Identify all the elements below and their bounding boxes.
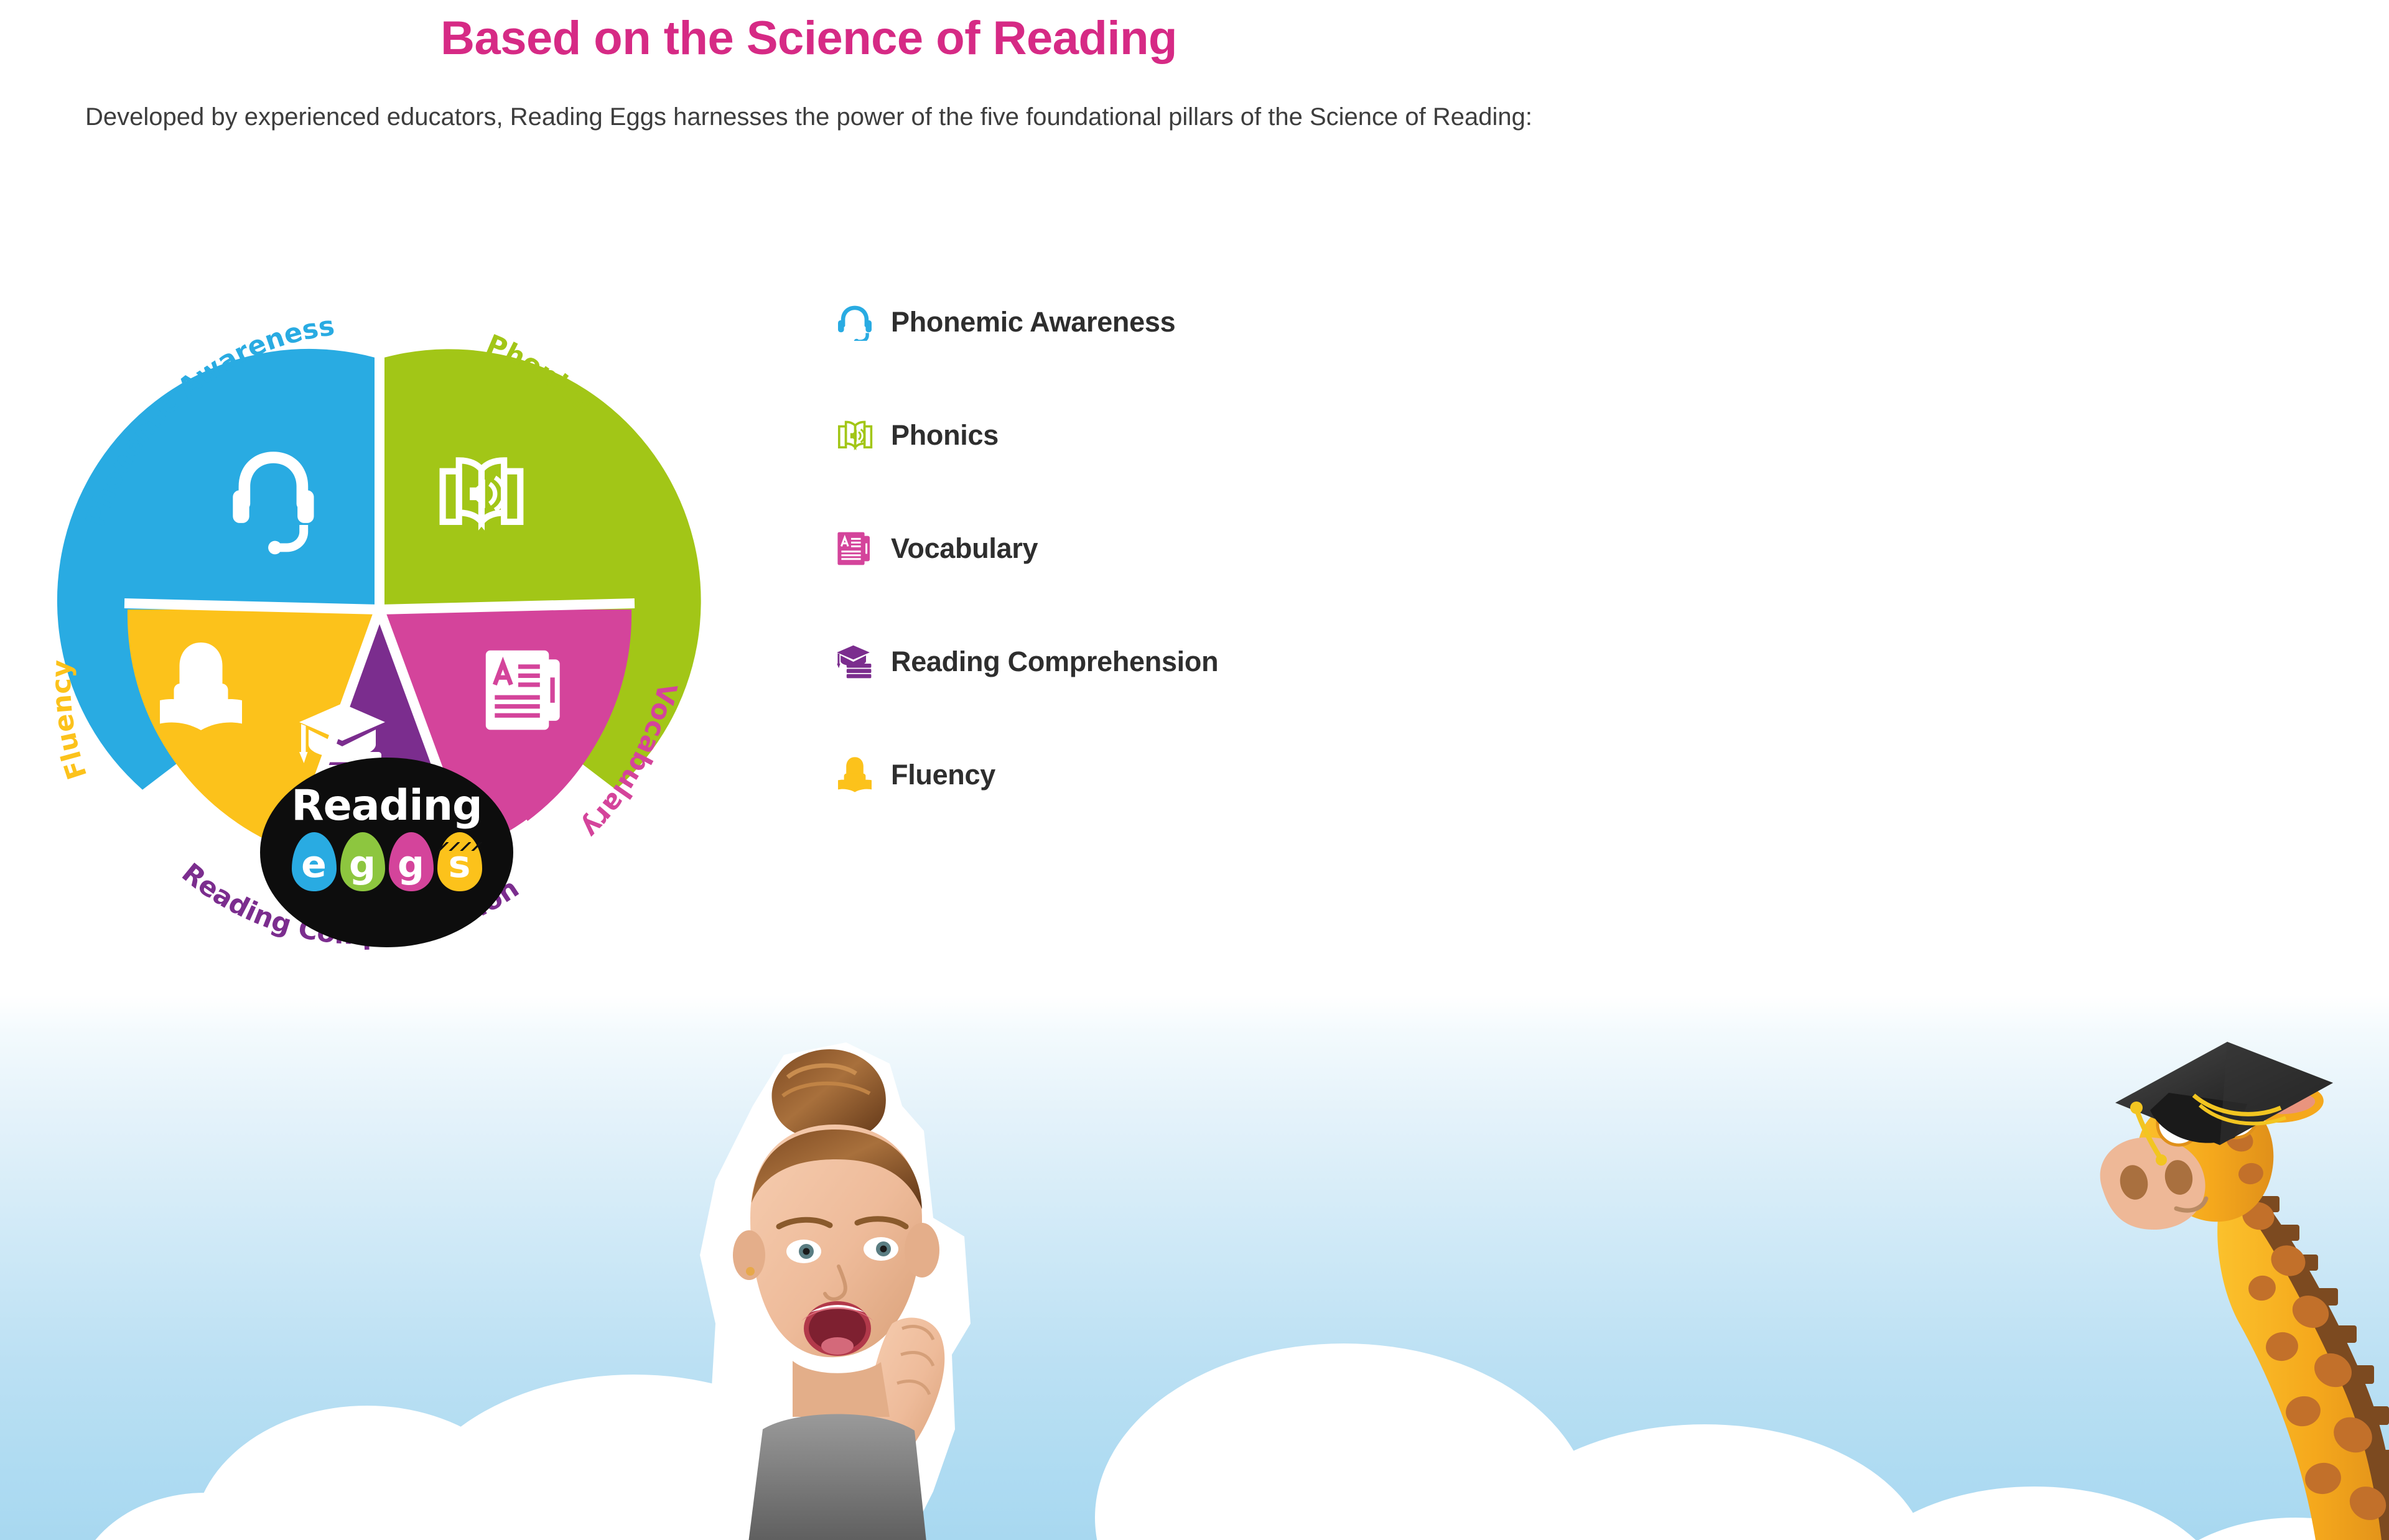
- nostril: [2164, 1160, 2193, 1195]
- list-item[interactable]: Reading Comprehension: [834, 641, 1705, 683]
- tongue: [821, 1337, 854, 1355]
- intro-paragraph: Developed by experienced educators, Read…: [85, 103, 1532, 131]
- hero-sky-section: [0, 995, 2389, 1540]
- five-pillars-wheel: Phonemic Awareness Phonics Vocabulary Re…: [12, 243, 747, 976]
- graduation-books-icon: [834, 641, 876, 683]
- list-item[interactable]: Fluency: [834, 754, 1705, 796]
- earring: [746, 1267, 755, 1276]
- list-item-label: Phonemic Awareness: [891, 306, 1176, 338]
- photo-white-border: [641, 1031, 1027, 1540]
- hair-bun: [771, 1049, 886, 1142]
- giraffe-neck: [2217, 1185, 2389, 1540]
- logo-egg-letter: g: [349, 842, 376, 886]
- logo-egg-letter: s: [448, 842, 471, 886]
- person-reading-icon: [834, 754, 876, 796]
- pillars-legend-list: Phonemic Awareness Phonics: [834, 301, 1705, 796]
- logo-egg-e: e: [291, 832, 337, 891]
- list-item-label: Fluency: [891, 759, 995, 791]
- list-item-label: Vocabulary: [891, 532, 1038, 564]
- headset-icon: [233, 452, 314, 555]
- surprised-girl-photo: [641, 1031, 1027, 1540]
- graduation-cap-icon: [2115, 1042, 2333, 1166]
- headset-icon: [834, 301, 876, 343]
- graduate-giraffe-mascot: [2072, 1029, 2389, 1540]
- notebook-a-icon: [485, 650, 560, 730]
- list-item-label: Reading Comprehension: [891, 646, 1219, 677]
- face: [750, 1125, 922, 1358]
- list-item[interactable]: Vocabulary: [834, 527, 1705, 570]
- logo-eggs-group: e g g s: [260, 832, 513, 891]
- logo-egg-g1: g: [340, 832, 385, 891]
- logo-word-reading: Reading: [291, 781, 482, 830]
- person-reading-icon: [160, 642, 242, 730]
- page-title: Based on the Science of Reading: [440, 12, 1177, 65]
- list-item[interactable]: Phonics: [834, 414, 1705, 457]
- nostril: [2120, 1165, 2148, 1200]
- hairline: [752, 1129, 922, 1209]
- egg-crack-icon: [437, 842, 482, 851]
- giraffe-spots: [2242, 1202, 2387, 1520]
- list-item[interactable]: Phonemic Awareness: [834, 301, 1705, 343]
- book-speaker-icon: [834, 414, 876, 457]
- logo-egg-s: s: [437, 832, 482, 891]
- right-ear: [905, 1223, 939, 1278]
- logo-egg-letter: e: [301, 842, 327, 886]
- left-ear: [733, 1230, 765, 1280]
- shirt: [748, 1414, 926, 1540]
- book-speaker-icon: [439, 457, 524, 531]
- list-item-label: Phonics: [891, 419, 999, 451]
- logo-egg-letter: g: [398, 842, 424, 886]
- giraffe-mane: [2250, 1199, 2389, 1540]
- notebook-a-icon: [834, 527, 876, 570]
- logo-egg-g2: g: [388, 832, 434, 891]
- science-of-reading-section: Based on the Science of Reading Develope…: [12, 12, 1705, 976]
- reading-eggs-logo: Reading e g g s: [260, 758, 513, 947]
